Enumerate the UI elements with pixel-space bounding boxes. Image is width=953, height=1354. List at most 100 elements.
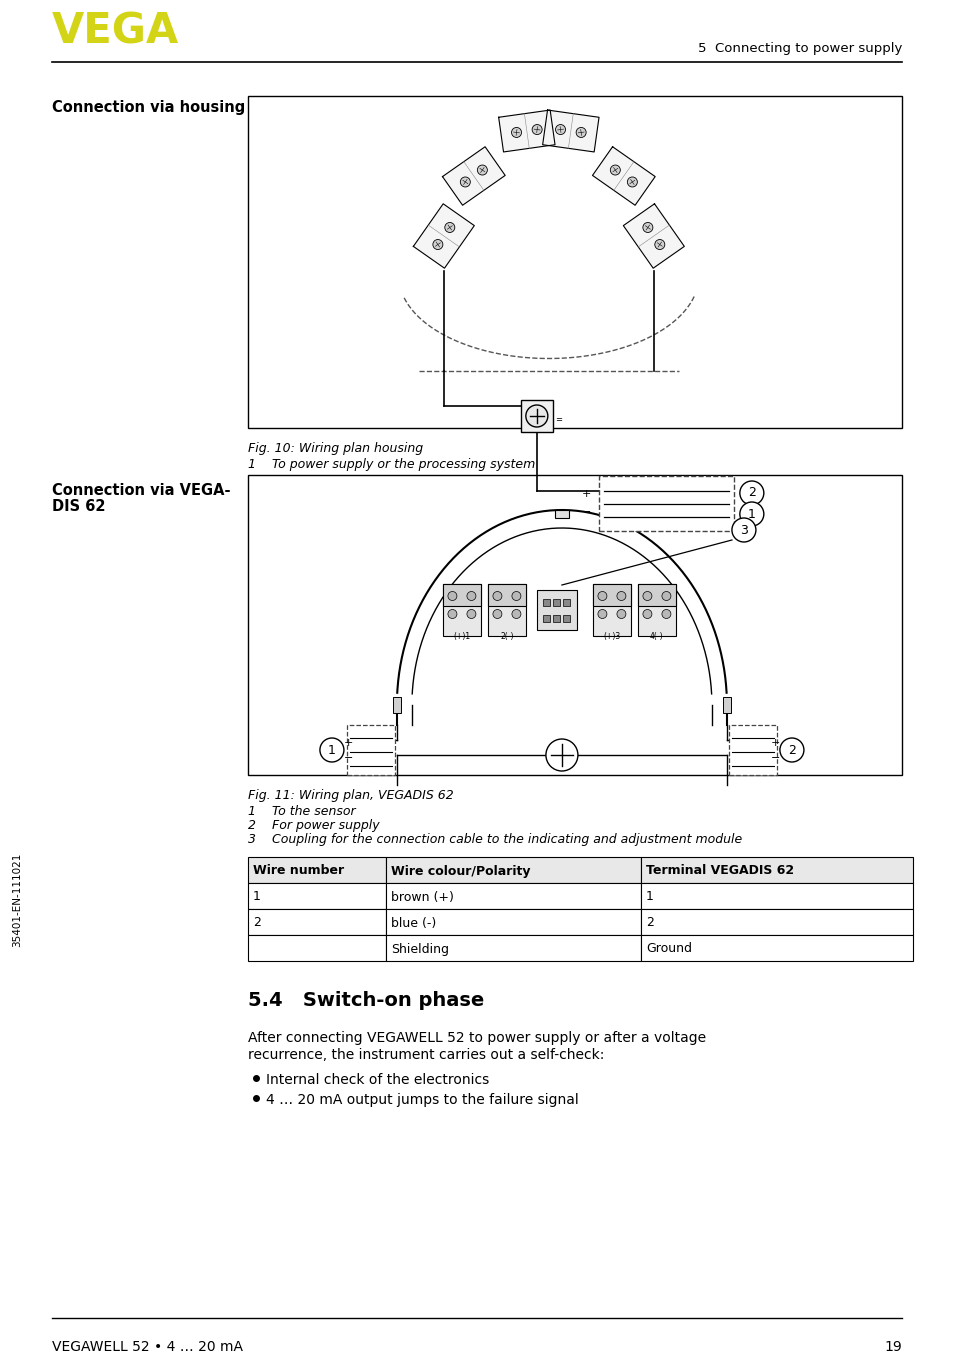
Text: 4 … 20 mA output jumps to the failure signal: 4 … 20 mA output jumps to the failure si… — [266, 1093, 578, 1108]
Bar — [638, 584, 676, 607]
Text: Connection via VEGA-: Connection via VEGA- — [52, 483, 231, 498]
Bar — [563, 598, 570, 605]
Bar — [640, 857, 912, 883]
Bar — [386, 883, 640, 909]
Text: +: + — [581, 489, 590, 500]
Bar — [640, 936, 912, 961]
Text: Internal check of the electronics: Internal check of the electronics — [266, 1072, 489, 1087]
Polygon shape — [542, 110, 598, 152]
Bar — [248, 857, 386, 883]
Text: −: − — [581, 506, 590, 517]
Text: Wire number: Wire number — [253, 864, 344, 877]
Circle shape — [642, 609, 651, 619]
Text: VEGAWELL 52 • 4 … 20 mA: VEGAWELL 52 • 4 … 20 mA — [52, 1340, 243, 1354]
Circle shape — [617, 609, 625, 619]
Text: VEGA: VEGA — [52, 9, 179, 51]
Text: Connection via housing: Connection via housing — [52, 100, 245, 115]
Circle shape — [448, 592, 456, 601]
Text: 1: 1 — [645, 891, 653, 903]
Text: recurrence, the instrument carries out a self-check:: recurrence, the instrument carries out a… — [248, 1048, 604, 1062]
Circle shape — [448, 609, 456, 619]
Circle shape — [545, 739, 578, 770]
Circle shape — [493, 592, 501, 601]
Bar — [543, 598, 550, 605]
Text: 19: 19 — [883, 1340, 901, 1354]
Bar — [640, 909, 912, 936]
Circle shape — [740, 481, 763, 505]
Text: 4(-): 4(-) — [649, 632, 663, 640]
Text: 2: 2 — [787, 743, 795, 757]
Circle shape — [598, 592, 606, 601]
Text: Fig. 10: Wiring plan housing: Fig. 10: Wiring plan housing — [248, 441, 423, 455]
Circle shape — [532, 125, 541, 134]
Bar — [638, 584, 676, 636]
Bar — [640, 883, 912, 909]
Text: Fig. 11: Wiring plan, VEGADIS 62: Fig. 11: Wiring plan, VEGADIS 62 — [248, 789, 454, 802]
Circle shape — [466, 592, 476, 601]
Bar — [537, 590, 577, 630]
Polygon shape — [622, 204, 683, 268]
Text: 35401-EN-111021: 35401-EN-111021 — [12, 853, 22, 948]
Bar — [347, 724, 395, 774]
Text: +: + — [770, 738, 780, 747]
Circle shape — [576, 127, 585, 138]
Text: (+)1: (+)1 — [453, 632, 470, 640]
Text: 2: 2 — [253, 917, 260, 929]
Circle shape — [642, 592, 651, 601]
Bar — [543, 615, 550, 621]
Text: 1    To power supply or the processing system: 1 To power supply or the processing syst… — [248, 458, 535, 471]
Bar — [386, 936, 640, 961]
Bar — [442, 584, 480, 636]
Bar — [386, 909, 640, 936]
Text: (+)3: (+)3 — [602, 632, 619, 640]
Bar — [487, 584, 525, 636]
Circle shape — [476, 165, 487, 175]
Circle shape — [444, 222, 455, 233]
Bar — [248, 96, 901, 428]
Bar — [598, 477, 733, 531]
Bar — [248, 883, 386, 909]
Text: Wire colour/Polarity: Wire colour/Polarity — [391, 864, 530, 877]
Circle shape — [661, 592, 670, 601]
Bar — [593, 584, 630, 636]
Text: 1: 1 — [747, 508, 755, 520]
Circle shape — [511, 127, 521, 138]
Text: =: = — [555, 416, 561, 425]
Bar — [487, 584, 525, 607]
Text: −: − — [770, 753, 780, 764]
Circle shape — [654, 240, 664, 249]
Text: 3    Coupling for the connection cable to the indicating and adjustment module: 3 Coupling for the connection cable to t… — [248, 833, 741, 846]
Circle shape — [740, 502, 763, 525]
Bar — [555, 510, 568, 519]
Circle shape — [493, 609, 501, 619]
Circle shape — [610, 165, 619, 175]
Circle shape — [731, 519, 755, 542]
Polygon shape — [498, 110, 555, 152]
Circle shape — [627, 177, 637, 187]
Bar — [248, 909, 386, 936]
Text: 2: 2 — [747, 486, 755, 500]
Bar — [442, 584, 480, 607]
Bar — [393, 697, 400, 714]
Text: DIS 62: DIS 62 — [52, 500, 106, 515]
Text: 2    For power supply: 2 For power supply — [248, 819, 379, 831]
Text: 1: 1 — [253, 891, 260, 903]
Circle shape — [460, 177, 470, 187]
Text: blue (-): blue (-) — [391, 917, 436, 929]
Circle shape — [617, 592, 625, 601]
Bar — [563, 615, 570, 621]
Bar — [386, 857, 640, 883]
Circle shape — [642, 222, 652, 233]
Circle shape — [512, 609, 520, 619]
Circle shape — [466, 609, 476, 619]
Text: Terminal VEGADIS 62: Terminal VEGADIS 62 — [645, 864, 793, 877]
Bar — [553, 598, 559, 605]
Circle shape — [525, 405, 547, 427]
Polygon shape — [592, 146, 655, 206]
Text: Shielding: Shielding — [391, 942, 449, 956]
Bar — [722, 697, 730, 714]
Text: 1: 1 — [328, 743, 335, 757]
Circle shape — [661, 609, 670, 619]
Circle shape — [512, 592, 520, 601]
Circle shape — [598, 609, 606, 619]
